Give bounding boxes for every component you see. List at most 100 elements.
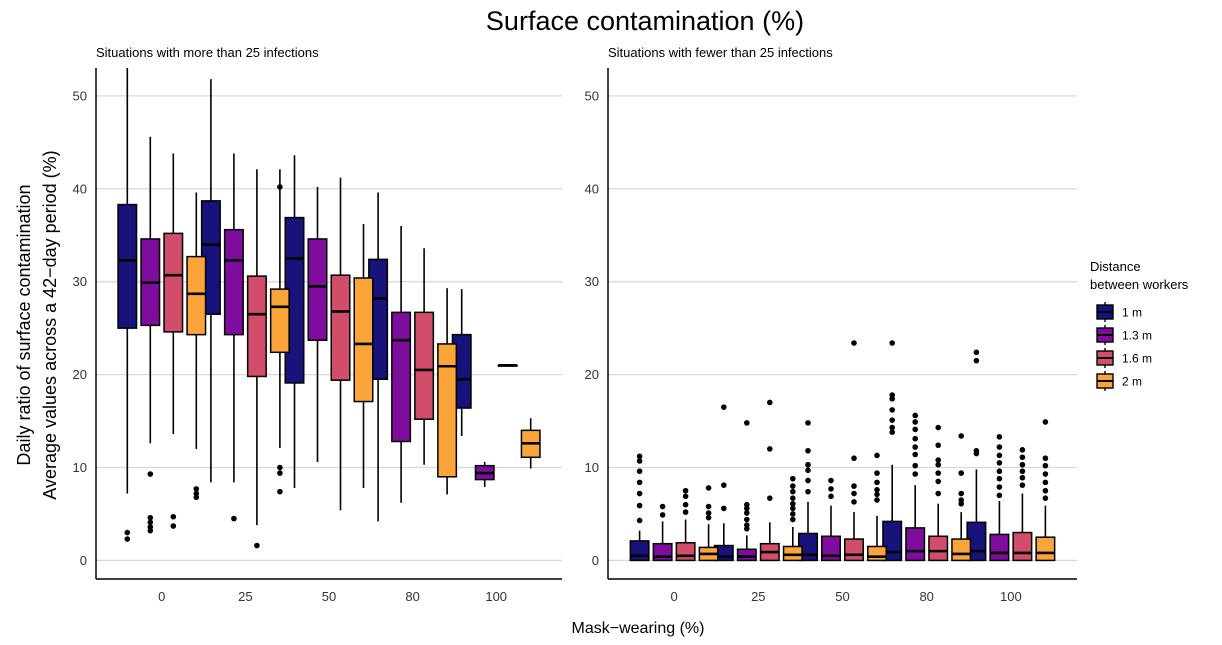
outlier-point — [851, 499, 857, 505]
outlier-point — [889, 407, 895, 413]
outlier-point — [828, 477, 834, 484]
y-tick-label: 10 — [73, 460, 87, 475]
outlier-point — [935, 461, 941, 468]
outlier-point — [790, 495, 796, 501]
box-body — [117, 203, 138, 329]
outlier-point — [193, 486, 200, 492]
box-body — [1035, 536, 1056, 562]
outlier-point — [828, 486, 834, 492]
outlier-point — [912, 412, 918, 419]
outlier-point — [851, 340, 857, 346]
x-tick-label: 0 — [158, 589, 165, 604]
outlier-point — [767, 399, 773, 406]
box-body — [414, 311, 435, 420]
panel-left: 0 10 20 30 40 50 0 25 50 80 100 — [73, 68, 562, 604]
y-tick-label: 20 — [73, 367, 87, 382]
outlier-point — [935, 442, 941, 449]
x-tick-label: 100 — [485, 589, 507, 604]
outlier-point — [705, 503, 712, 510]
y-tick-label: 0 — [592, 553, 599, 568]
outlier-point — [147, 524, 154, 530]
outlier-point — [1042, 479, 1049, 486]
outlier-point — [636, 502, 643, 509]
outlier-point — [889, 429, 895, 436]
box-2m-80 — [951, 433, 972, 562]
outlier-point — [805, 477, 811, 484]
outlier-point — [935, 478, 941, 485]
x-tick-label: 0 — [670, 589, 677, 604]
outlier-point — [767, 495, 773, 501]
box-body — [736, 548, 757, 562]
outlier-point — [1019, 454, 1026, 461]
outlier-point — [1042, 471, 1049, 477]
box-body — [928, 535, 949, 562]
legend-key-16m: 1.6 m — [1096, 348, 1152, 368]
box-2m-80 — [437, 288, 458, 495]
box-13m-80 — [391, 225, 412, 503]
box-body — [629, 540, 650, 562]
box-1m-0 — [629, 453, 650, 562]
box-body — [269, 288, 290, 354]
outlier-point — [790, 500, 796, 507]
outlier-point — [147, 519, 154, 526]
outlier-point — [851, 483, 857, 489]
box-16m-0 — [163, 153, 184, 529]
box-13m-100 — [989, 434, 1010, 562]
outlier-point — [744, 516, 750, 523]
outlier-point — [1042, 495, 1049, 501]
box-16m-25 — [246, 169, 267, 549]
y-tick-label: 0 — [80, 553, 87, 568]
outlier-point — [659, 503, 666, 510]
outlier-point — [636, 517, 643, 524]
box-body — [1012, 531, 1033, 562]
legend-label: 2 m — [1122, 375, 1142, 389]
outlier-point — [996, 468, 1003, 475]
outlier-point — [124, 536, 131, 542]
outlier-point — [935, 490, 941, 497]
legend-label: 1.6 m — [1122, 352, 1152, 366]
box-2m-25 — [782, 475, 803, 562]
outlier-point — [973, 357, 980, 364]
box-13m-80 — [905, 412, 926, 562]
outlier-point — [996, 484, 1003, 490]
box-13m-25 — [223, 153, 244, 522]
outlier-point — [1019, 461, 1026, 468]
legend-key-1m: 1 m — [1096, 302, 1142, 322]
outlier-point — [805, 488, 811, 495]
outlier-point — [636, 453, 643, 460]
box-2m-25 — [269, 169, 290, 495]
outlier-point — [851, 490, 857, 497]
box-2m-50 — [867, 452, 887, 562]
outlier-point — [973, 349, 980, 356]
outlier-point — [874, 470, 880, 476]
outlier-point — [996, 475, 1003, 482]
outlier-point — [958, 470, 964, 476]
outlier-point — [889, 392, 895, 398]
box-16m-25 — [759, 399, 780, 562]
box-body — [844, 538, 864, 562]
x-tick-label: 80 — [405, 589, 419, 604]
outlier-point — [805, 467, 811, 474]
box-1m-25 — [713, 404, 734, 562]
y-tick-label: 10 — [585, 460, 599, 475]
box-body — [246, 275, 267, 378]
box-13m-50 — [307, 186, 328, 462]
outlier-point — [935, 457, 941, 463]
outlier-point — [889, 340, 895, 346]
box-16m-50 — [844, 340, 864, 562]
outlier-point — [1019, 447, 1026, 453]
outlier-point — [1042, 487, 1049, 494]
x-tick-label: 100 — [1000, 589, 1022, 604]
outlier-point — [912, 462, 918, 469]
outlier-point — [744, 501, 750, 508]
outlier-point — [790, 511, 796, 517]
outlier-point — [790, 516, 796, 523]
outlier-point — [912, 451, 918, 458]
outlier-point — [231, 515, 237, 522]
box-body — [223, 228, 244, 336]
box-body — [867, 545, 887, 562]
panel-subtitle-right: Situations with fewer than 25 infections — [608, 45, 833, 60]
outlier-point — [721, 505, 727, 512]
box-body — [353, 277, 374, 403]
